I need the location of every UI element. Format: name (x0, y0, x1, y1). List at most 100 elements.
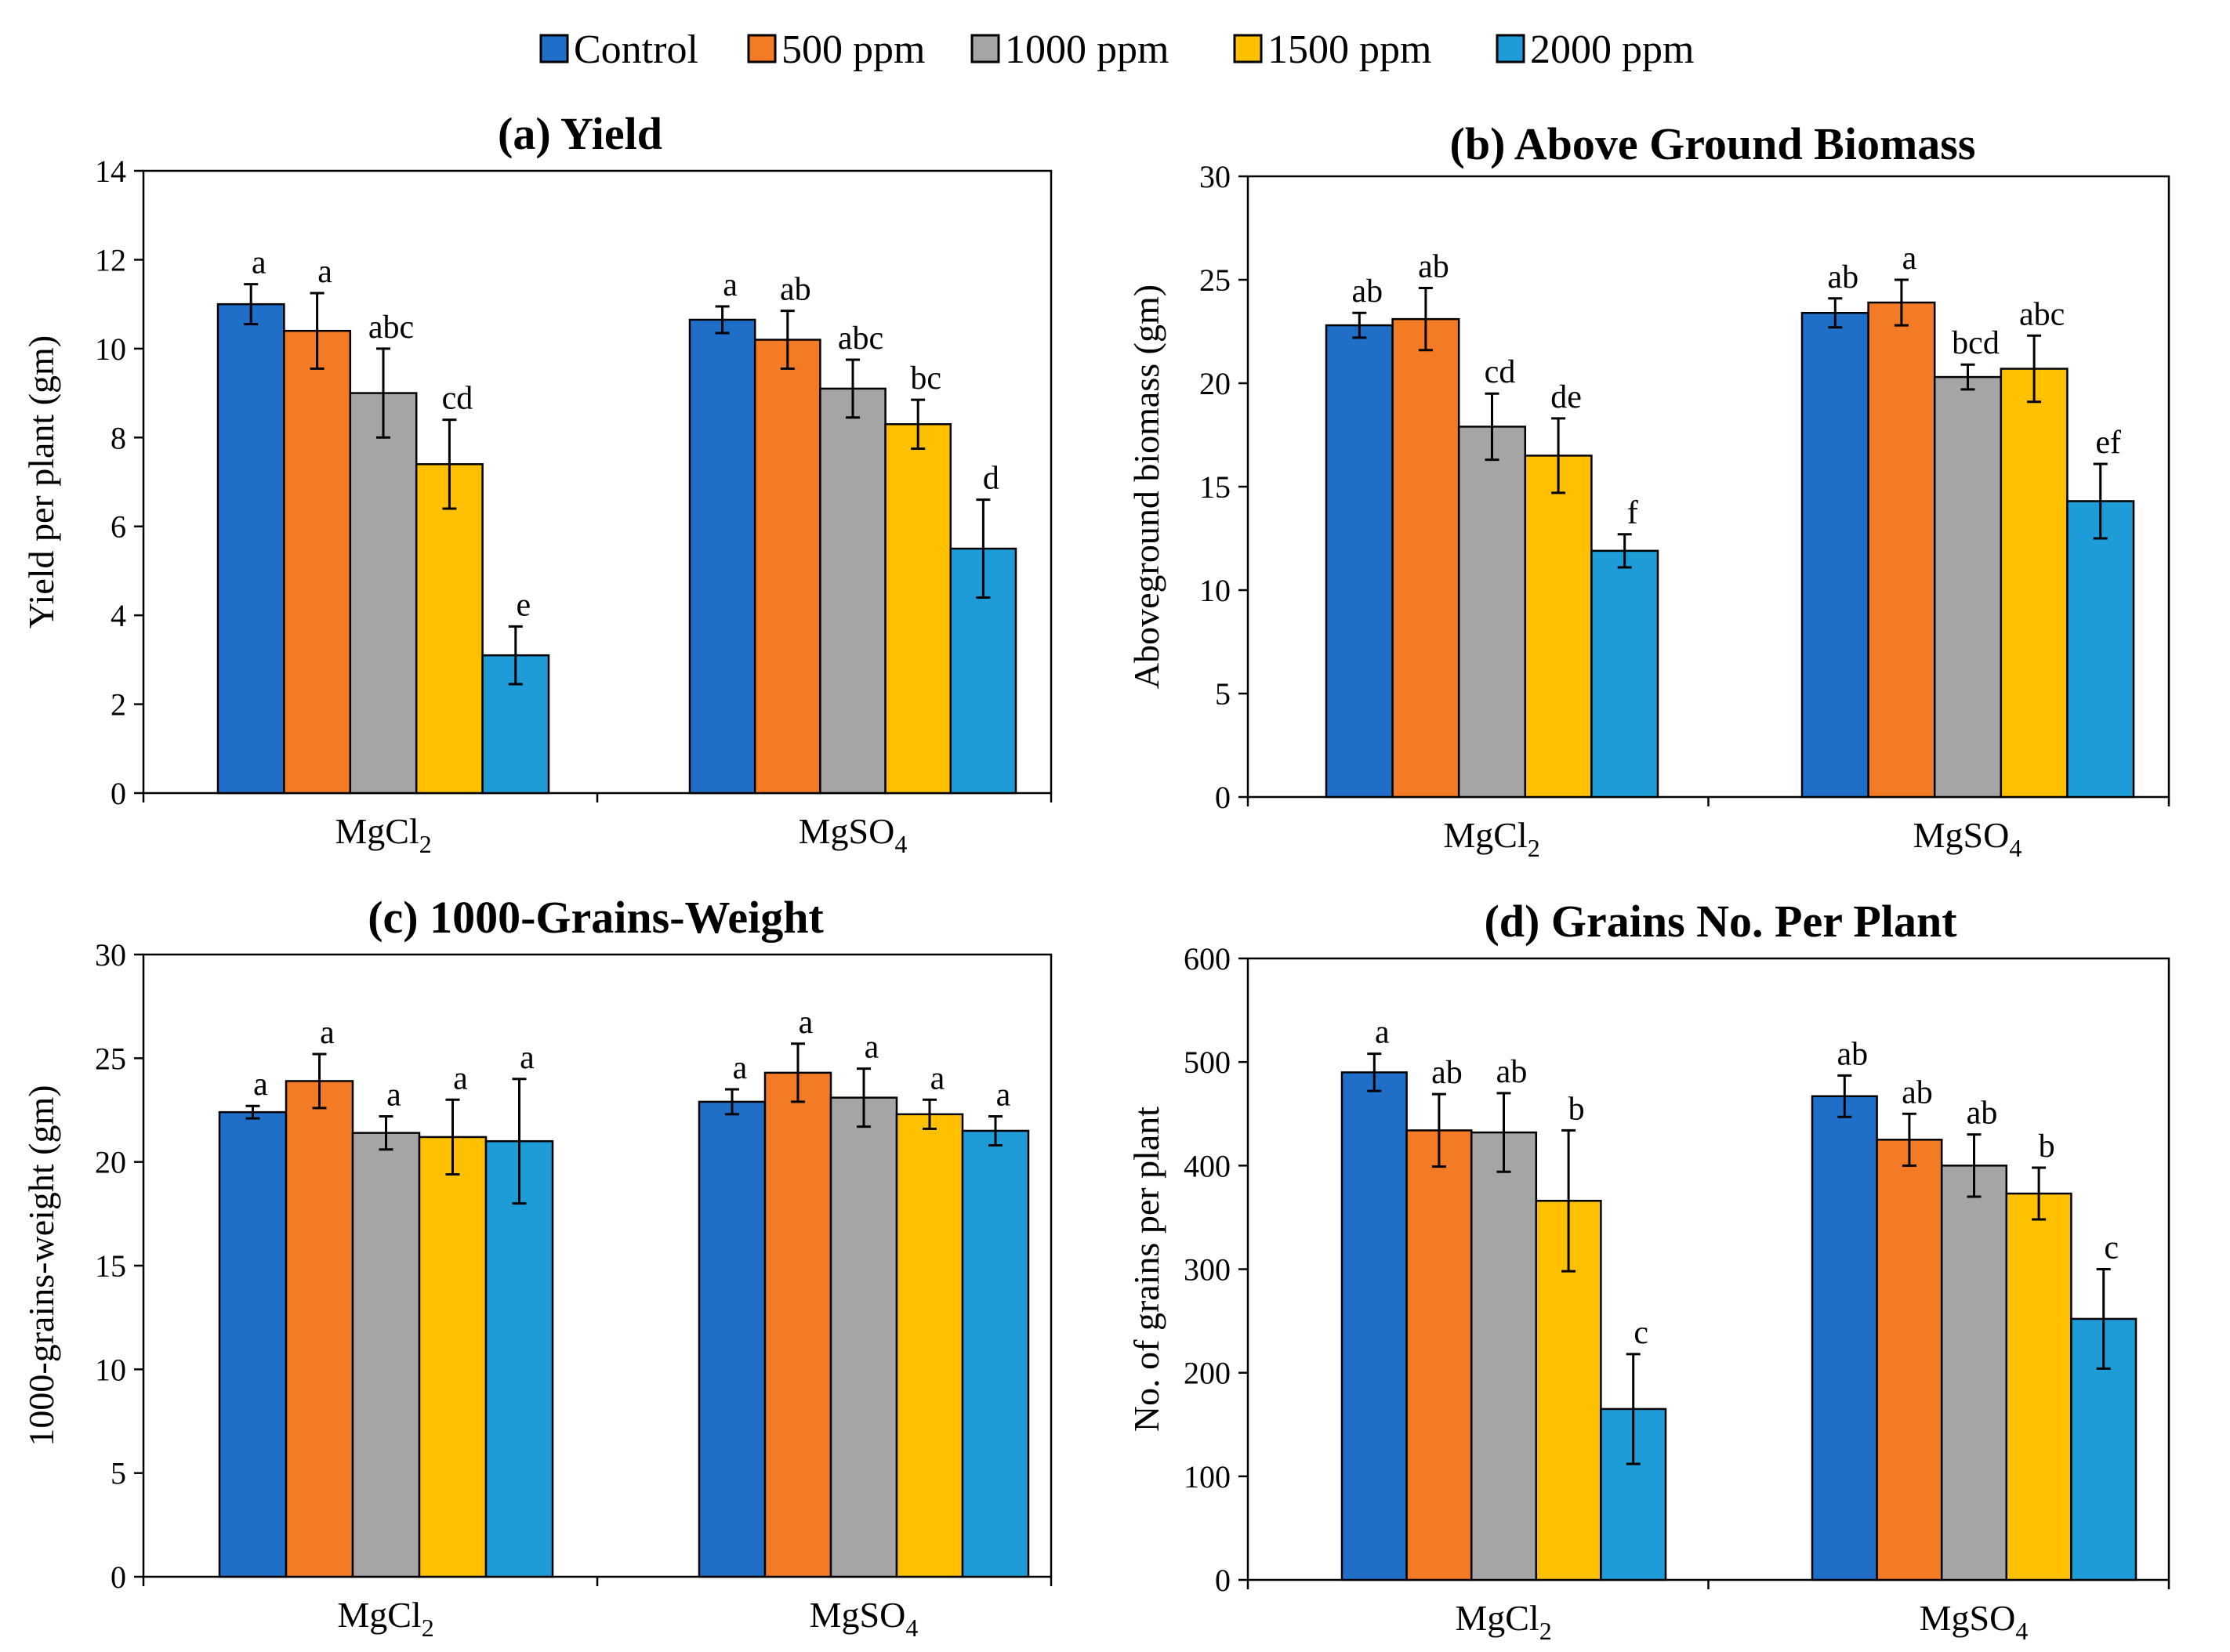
bar-p2000-mgso4 (961, 1129, 1030, 1578)
x-category-label: MgCl2 (335, 811, 431, 858)
y-tick-label: 5 (1215, 676, 1231, 712)
y-tick-label: 0 (111, 776, 126, 811)
legend-label-p1000: 1000 ppm (1005, 27, 1169, 72)
significance-letter: cd (442, 381, 473, 417)
y-tick-label: 0 (111, 1560, 126, 1595)
x-category-main: MgCl (335, 811, 419, 851)
significance-letter: a (865, 1030, 879, 1066)
bar-p1000-mgso4 (829, 1096, 898, 1578)
x-category-label: MgCl2 (1455, 1598, 1551, 1645)
bar-p500-mgcl2 (1391, 317, 1460, 799)
bar-p500-mgso4 (1867, 301, 1936, 799)
x-category-subscript: 2 (1539, 1617, 1552, 1645)
significance-letter: abc (368, 310, 414, 346)
bar-p500-mgso4 (1876, 1139, 1943, 1581)
y-tick-label: 12 (95, 242, 126, 277)
y-tick-label: 400 (1184, 1148, 1231, 1183)
y-tick-label: 0 (1215, 1563, 1231, 1598)
significance-letter: a (1375, 1015, 1390, 1051)
significance-letter: ef (2095, 425, 2121, 461)
bar-control-mgso4 (1811, 1095, 1878, 1581)
y-tick-label: 25 (95, 1041, 126, 1076)
y-tick-label: 20 (1199, 366, 1231, 401)
chart-title: (d) Grains No. Per Plant (1484, 896, 1957, 947)
legend-swatch-p500 (747, 34, 777, 63)
y-tick-label: 15 (1199, 469, 1231, 505)
significance-letter: ab (1418, 249, 1449, 285)
x-category-main: MgCl (1455, 1598, 1539, 1638)
x-category-main: MgSO (1913, 815, 2010, 855)
panel-b-biomass: (b) Above Ground Biomass 0 5 10 15 20 25 30 Abov… (1126, 118, 2170, 862)
significance-letter: a (799, 1005, 814, 1041)
y-tick-label: 200 (1184, 1356, 1231, 1391)
y-tick-label: 15 (95, 1248, 126, 1284)
significance-letter: ab (1351, 274, 1383, 310)
significance-letter: a (453, 1060, 468, 1096)
significance-letter: a (996, 1077, 1011, 1113)
y-tick-label: 6 (111, 509, 126, 545)
y-axis-label: Aboveground biomass (gm) (1126, 284, 1166, 689)
significance-letter: a (386, 1077, 401, 1113)
panel-a-yield: (a) Yield 0 2 4 6 8 10 12 14 Yield per plant (gm)… (21, 108, 1053, 858)
significance-letter: abc (2019, 296, 2065, 332)
bar-p1500-mgcl2 (1524, 455, 1593, 799)
bar-p1000-mgcl2 (349, 392, 418, 795)
significance-letter: ab (1496, 1054, 1528, 1090)
significance-letter: ab (780, 272, 811, 308)
y-tick-label: 500 (1184, 1045, 1231, 1080)
legend-label-p1500: 1500 ppm (1267, 27, 1431, 72)
bar-p1500-mgso4 (884, 423, 952, 795)
legend-swatch-p1000 (970, 34, 1000, 63)
bar-p1500-mgso4 (895, 1113, 964, 1578)
legend-swatch-p1500 (1233, 34, 1263, 63)
x-category-subscript: 4 (905, 1614, 918, 1642)
y-tick-label: 25 (1199, 263, 1231, 298)
y-tick-label: 0 (1215, 780, 1231, 815)
legend: Control 500 ppm 1000 ppm 1500 ppm 2000 ppm (539, 27, 1694, 72)
chart-title: (b) Above Ground Biomass (1450, 118, 1976, 169)
x-category-label: MgCl2 (1443, 815, 1539, 862)
y-tick-label: 5 (111, 1456, 126, 1491)
bar-p1000-mgso4 (1933, 375, 2003, 799)
x-category-label: MgCl2 (337, 1595, 433, 1642)
significance-letter: a (930, 1060, 945, 1096)
y-axis-label: No. of grains per plant (1126, 1107, 1166, 1432)
x-category-subscript: 4 (2015, 1617, 2028, 1645)
significance-letter: a (253, 1067, 268, 1103)
significance-letter: abc (838, 321, 883, 357)
bar-p500-mgcl2 (283, 329, 352, 795)
x-category-subscript: 2 (422, 1614, 434, 1642)
y-tick-label: 10 (95, 331, 126, 367)
y-tick-label: 30 (1199, 159, 1231, 194)
bar-control-mgcl2 (216, 303, 285, 795)
x-category-label: MgSO4 (810, 1595, 919, 1642)
significance-letter: cd (1485, 354, 1516, 390)
bar-p1000-mgso4 (1940, 1165, 2008, 1581)
significance-letter: b (1568, 1091, 1585, 1127)
y-tick-label: 10 (1199, 573, 1231, 608)
bar-control-mgcl2 (218, 1110, 288, 1578)
y-tick-label: 10 (95, 1352, 126, 1387)
y-tick-label: 20 (95, 1145, 126, 1180)
x-category-label: MgSO4 (1920, 1598, 2029, 1645)
x-category-subscript: 4 (2009, 834, 2022, 862)
bar-p500-mgso4 (763, 1071, 832, 1578)
legend-label-control: Control (574, 27, 698, 72)
bar-p1500-mgcl2 (415, 463, 484, 795)
significance-letter: a (1902, 241, 1917, 277)
x-category-main: MgCl (337, 1595, 421, 1635)
x-category-main: MgCl (1443, 815, 1527, 855)
significance-letter: ab (1837, 1036, 1868, 1072)
panel-d-grain-number: (d) Grains No. Per Plant 0 100 200 300 400 500… (1126, 896, 2170, 1645)
bar-p1500-mgso4 (2000, 368, 2069, 799)
significance-letter: f (1627, 495, 1638, 531)
y-tick-label: 300 (1184, 1252, 1231, 1288)
bar-p2000-mgso4 (2066, 500, 2135, 799)
x-category-main: MgSO (799, 811, 895, 851)
legend-label-p500: 500 ppm (781, 27, 925, 72)
x-category-main: MgSO (1920, 1598, 2016, 1638)
x-category-subscript: 2 (419, 830, 432, 858)
bar-p1500-mgcl2 (418, 1136, 488, 1578)
